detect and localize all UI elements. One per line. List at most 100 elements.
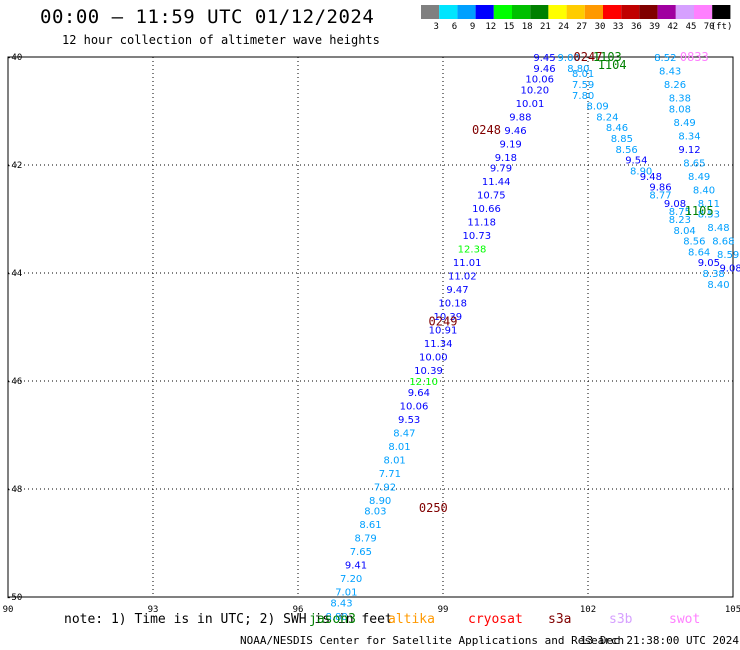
- wave-height-point: 11.02: [448, 272, 477, 283]
- satellite-legend-s3b: s3b: [609, 612, 633, 627]
- wave-height-point: 9.45: [533, 53, 555, 64]
- y-tick-label: -48: [6, 485, 22, 495]
- wave-height-point: 8.08: [669, 104, 691, 115]
- pass-time-label: 0833: [680, 50, 709, 64]
- wave-height-point: 8.38: [669, 94, 691, 105]
- wave-height-point: 7.80: [572, 91, 594, 102]
- wave-height-point: 8.23: [669, 215, 691, 226]
- wave-height-point: 9.12: [678, 145, 700, 156]
- wave-height-point: 10.91: [429, 326, 458, 337]
- pass-time-label: 0248: [472, 123, 501, 137]
- wave-height-point: 9.08: [719, 264, 740, 275]
- wave-height-point: 7.59: [572, 80, 594, 91]
- legend-bin-label: 39: [649, 22, 660, 32]
- page-subtitle: 12 hour collection of altimeter wave hei…: [62, 33, 380, 47]
- wave-height-point: 8.77: [649, 191, 671, 202]
- wave-height-point: 8.65: [683, 158, 705, 169]
- wave-height-point: 8.43: [330, 598, 352, 609]
- legend-bin-label: 18: [522, 22, 533, 32]
- wave-height-point: 8.01: [384, 455, 406, 466]
- wave-height-point: 10.01: [516, 99, 545, 110]
- legend-bin-label: 27: [576, 22, 587, 32]
- satellite-legend-jason3: jason3: [309, 612, 356, 627]
- y-tick-label: -42: [6, 161, 22, 171]
- wave-height-point: 8.43: [659, 67, 681, 78]
- x-tick-label: 96: [293, 605, 304, 615]
- legend-bin-label: 24: [558, 22, 569, 32]
- pass-time-label: 0247: [574, 50, 603, 64]
- y-tick-label: -46: [6, 377, 22, 387]
- wave-height-point: 8.01: [572, 69, 594, 80]
- wave-height-point: 12.38: [458, 245, 487, 256]
- legend-bin-label: 70: [704, 22, 715, 32]
- wave-height-point: 9.88: [509, 112, 531, 123]
- wave-height-point: 9.64: [408, 388, 430, 399]
- wave-height-point: 11.34: [424, 339, 453, 350]
- y-tick-label: -44: [6, 269, 22, 279]
- wave-height-point: 10.06: [525, 75, 554, 86]
- legend-bin-label: 36: [631, 22, 642, 32]
- legend-bin-label: 33: [613, 22, 624, 32]
- wave-height-point: 8.48: [707, 223, 729, 234]
- wave-height-point: 11.44: [482, 177, 511, 188]
- wave-height-point: 8.88: [326, 612, 348, 623]
- wave-height-point: 7.01: [335, 588, 357, 599]
- wave-height-point: 9.54: [625, 156, 647, 167]
- wave-height-point: 8.56: [683, 237, 705, 248]
- wave-height-point: 8.11: [698, 199, 720, 210]
- wave-height-point: 10.39: [434, 312, 463, 323]
- y-tick-label: -40: [6, 53, 22, 63]
- wave-height-point: 8.09: [587, 102, 609, 113]
- wave-height-point: 8.34: [678, 131, 700, 142]
- pass-time-label: 0249: [429, 315, 458, 329]
- wave-height-point: 8.01: [388, 442, 410, 453]
- wave-height-point: 8.80: [567, 64, 589, 75]
- wave-height-point: 9.53: [398, 415, 420, 426]
- wave-height-point: 7.71: [379, 469, 401, 480]
- wave-height-point: 9.19: [500, 139, 522, 150]
- legend-swatch: [475, 5, 494, 19]
- wave-height-point: 8.90: [630, 166, 652, 177]
- wave-height-point: 8.75: [669, 207, 691, 218]
- plot-frame: [7, 56, 734, 598]
- wave-height-point: 8.24: [596, 112, 618, 123]
- wave-height-point: 9.08: [664, 199, 686, 210]
- satellite-legend-swot: swot: [669, 612, 701, 627]
- wave-height-point: 7.92: [374, 482, 396, 493]
- wave-height-point: 8.04: [674, 226, 696, 237]
- satellite-legend-cryosat: cryosat: [468, 612, 523, 627]
- pass-time-label: 1104: [598, 58, 627, 72]
- wave-height-point: 7.20: [340, 574, 362, 585]
- wave-height-point: 8.47: [393, 428, 415, 439]
- wave-height-point: 9.41: [345, 561, 367, 572]
- wave-height-point: 9.05: [698, 258, 720, 269]
- legend-bin-label: 21: [540, 22, 551, 32]
- wave-height-point: 10.66: [472, 204, 501, 215]
- legend-swatch: [548, 5, 567, 19]
- legend-swatch: [675, 5, 694, 19]
- legend-unit: (ft): [711, 22, 733, 32]
- legend-bin-label: 42: [667, 22, 678, 32]
- legend-bin-label: 6: [452, 22, 457, 32]
- generation-timestamp: 13 Dec 21:38:00 UTC 2024: [580, 634, 739, 647]
- wave-height-point: 8.68: [712, 237, 734, 248]
- wave-height-point: 8.59: [717, 250, 739, 261]
- wave-height-point: 9.79: [490, 164, 512, 175]
- wave-height-point: 12.10: [409, 377, 438, 388]
- wave-height-point: 8.85: [611, 134, 633, 145]
- legend-swatch: [603, 5, 622, 19]
- wave-height-point: 10.39: [414, 366, 443, 377]
- wave-height-point: 9.46: [504, 126, 526, 137]
- wave-height-point: 10.75: [477, 191, 506, 202]
- wave-height-point: 8.61: [359, 520, 381, 531]
- wave-height-point: 8.40: [707, 280, 729, 291]
- legend-swatch: [421, 5, 440, 19]
- satellite-legend-altika: altika: [388, 612, 435, 627]
- legend-bin-label: 15: [504, 22, 515, 32]
- legend-bin-label: 30: [595, 22, 606, 32]
- wave-height-point: 8.64: [688, 247, 710, 258]
- legend-swatch: [639, 5, 658, 19]
- wave-height-point: 9.86: [649, 183, 671, 194]
